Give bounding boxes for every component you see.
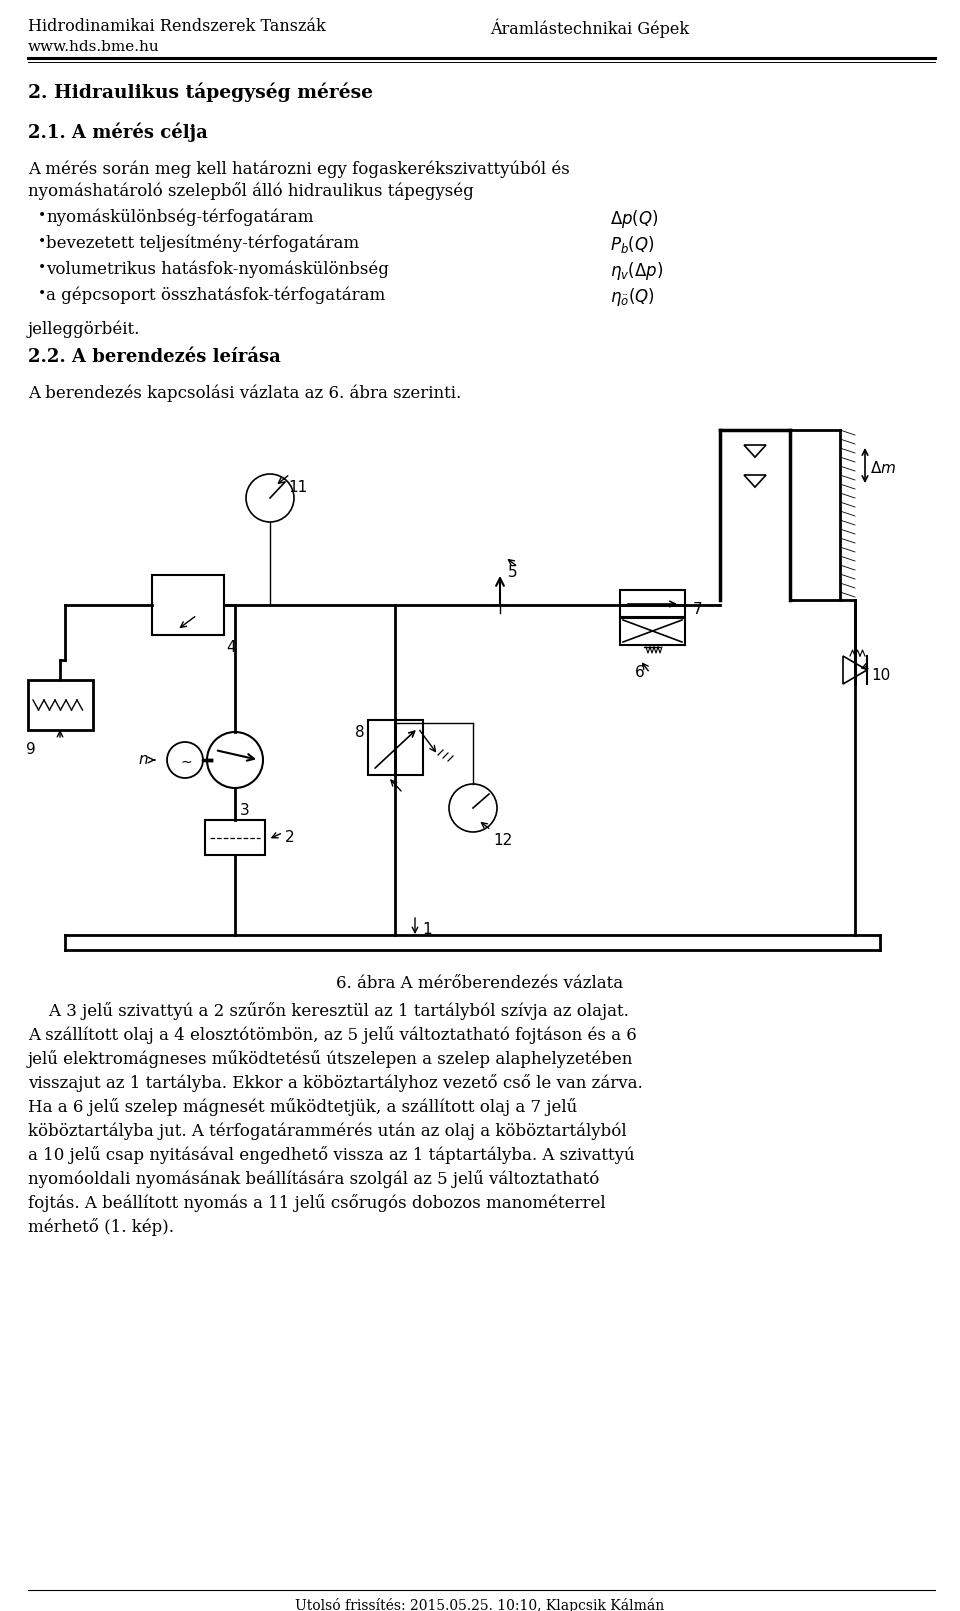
Text: 2.1. A mérés célja: 2.1. A mérés célja bbox=[28, 122, 207, 142]
Text: •: • bbox=[38, 234, 46, 248]
Text: $\Delta m$: $\Delta m$ bbox=[870, 461, 897, 475]
Text: 4: 4 bbox=[226, 640, 235, 656]
Bar bbox=[368, 720, 423, 775]
Text: bevezetett teljesítmény-térfogatáram: bevezetett teljesítmény-térfogatáram bbox=[46, 234, 359, 251]
Text: mérhető (1. kép).: mérhető (1. kép). bbox=[28, 1218, 174, 1236]
Bar bbox=[152, 575, 224, 635]
Text: jelű elektromágneses működtetésű útszelepen a szelep alaphelyzetében: jelű elektromágneses működtetésű útszele… bbox=[28, 1050, 634, 1068]
Text: 3: 3 bbox=[240, 802, 250, 818]
Text: $\Delta p(Q)$: $\Delta p(Q)$ bbox=[610, 208, 659, 230]
Text: 2: 2 bbox=[285, 830, 295, 844]
Text: 5: 5 bbox=[508, 565, 517, 580]
Text: A mérés során meg kell határozni egy fogaskerékszivattyúból és: A mérés során meg kell határozni egy fog… bbox=[28, 159, 569, 177]
Text: 7: 7 bbox=[692, 603, 702, 617]
Text: nyomáskülönbség-térfogatáram: nyomáskülönbség-térfogatáram bbox=[46, 208, 314, 226]
Text: volumetrikus hatásfok-nyomáskülönbség: volumetrikus hatásfok-nyomáskülönbség bbox=[46, 259, 389, 277]
Bar bbox=[620, 590, 685, 617]
Text: visszajut az 1 tartályba. Ekkor a köböztartályhoz vezető cső le van zárva.: visszajut az 1 tartályba. Ekkor a köbözt… bbox=[28, 1075, 643, 1092]
Text: A berendezés kapcsolási vázlata az 6. ábra szerinti.: A berendezés kapcsolási vázlata az 6. áb… bbox=[28, 383, 461, 401]
Bar bbox=[620, 619, 685, 644]
Text: 9: 9 bbox=[26, 743, 36, 757]
Polygon shape bbox=[744, 475, 766, 487]
Text: nyomóoldali nyomásának beállítására szolgál az 5 jelű változtatható: nyomóoldali nyomásának beállítására szol… bbox=[28, 1170, 599, 1187]
Text: köböztartályba jut. A térfogatárammérés után az olaj a köböztartályból: köböztartályba jut. A térfogatárammérés … bbox=[28, 1121, 627, 1139]
Text: fojtás. A beállított nyomás a 11 jelű csőrugós dobozos manométerrel: fojtás. A beállított nyomás a 11 jelű cs… bbox=[28, 1194, 606, 1211]
Text: $\eta_v(\Delta p)$: $\eta_v(\Delta p)$ bbox=[610, 259, 663, 282]
Text: 8: 8 bbox=[355, 725, 365, 739]
Text: Hidrodinamikai Rendszerek Tanszák: Hidrodinamikai Rendszerek Tanszák bbox=[28, 18, 325, 35]
Text: jelleggörbéit.: jelleggörbéit. bbox=[28, 321, 140, 337]
Text: Ha a 6 jelű szelep mágnesét működtetjük, a szállított olaj a 7 jelű: Ha a 6 jelű szelep mágnesét működtetjük,… bbox=[28, 1099, 577, 1116]
Text: Áramlástechnikai Gépek: Áramlástechnikai Gépek bbox=[490, 18, 689, 37]
Text: $\eta_{\ddot{o}}(Q)$: $\eta_{\ddot{o}}(Q)$ bbox=[610, 287, 655, 308]
Text: $P_b(Q)$: $P_b(Q)$ bbox=[610, 234, 655, 255]
Polygon shape bbox=[843, 656, 867, 685]
Bar bbox=[205, 820, 265, 855]
Text: 2.2. A berendezés leírása: 2.2. A berendezés leírása bbox=[28, 348, 280, 366]
Text: a gépcsoport összhatásfok-térfogatáram: a gépcsoport összhatásfok-térfogatáram bbox=[46, 287, 385, 303]
Text: www.hds.bme.hu: www.hds.bme.hu bbox=[28, 40, 159, 55]
Text: $\sim$: $\sim$ bbox=[178, 754, 192, 768]
Text: Utolsó frissítés: 2015.05.25. 10:10, Klapcsik Kálmán: Utolsó frissítés: 2015.05.25. 10:10, Kla… bbox=[296, 1598, 664, 1611]
Text: •: • bbox=[38, 259, 46, 274]
Text: 2. Hidraulikus tápegység mérése: 2. Hidraulikus tápegység mérése bbox=[28, 82, 373, 101]
Text: 6: 6 bbox=[635, 665, 645, 680]
Text: A 3 jelű szivattyú a 2 szűrőn keresztül az 1 tartályból szívja az olajat.: A 3 jelű szivattyú a 2 szűrőn keresztül … bbox=[28, 1002, 629, 1020]
Text: a 10 jelű csap nyitásával engedhető vissza az 1 táptartályba. A szivattyú: a 10 jelű csap nyitásával engedhető viss… bbox=[28, 1145, 635, 1165]
Text: 11: 11 bbox=[288, 480, 307, 495]
Text: A szállított olaj a 4 elosztótömbön, az 5 jelű változtatható fojtáson és a 6: A szállított olaj a 4 elosztótömbön, az … bbox=[28, 1026, 636, 1044]
Text: 1: 1 bbox=[422, 923, 432, 938]
Text: n: n bbox=[138, 751, 148, 767]
Polygon shape bbox=[744, 445, 766, 458]
Text: 12: 12 bbox=[493, 833, 513, 847]
Bar bbox=[28, 680, 93, 730]
Text: •: • bbox=[38, 208, 46, 222]
Text: 10: 10 bbox=[871, 667, 890, 683]
Text: •: • bbox=[38, 287, 46, 300]
Text: 6. ábra A mérőberendezés vázlata: 6. ábra A mérőberendezés vázlata bbox=[336, 975, 624, 992]
Text: nyomáshatároló szelepből álló hidraulikus tápegység: nyomáshatároló szelepből álló hidrauliku… bbox=[28, 182, 473, 200]
